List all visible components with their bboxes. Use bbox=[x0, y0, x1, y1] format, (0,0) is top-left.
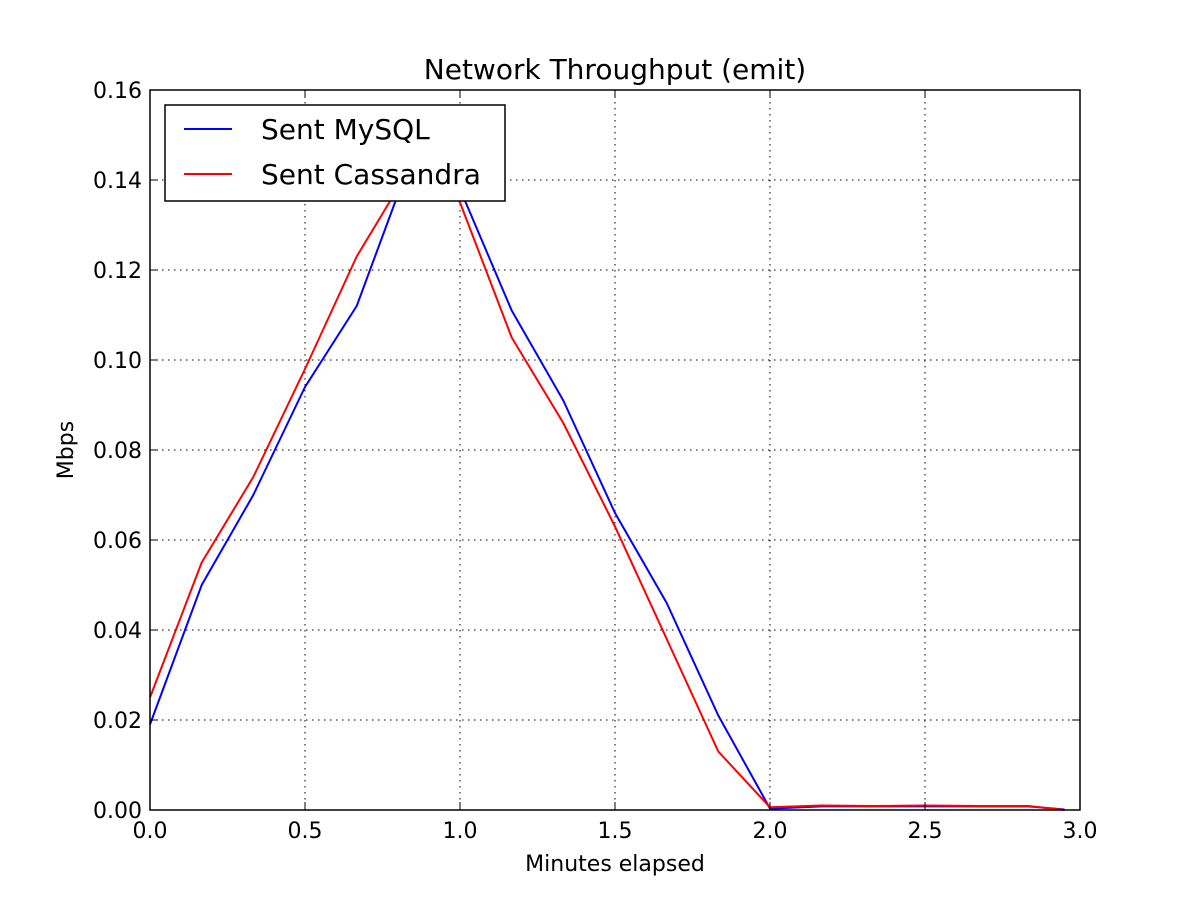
x-tick-label: 2.0 bbox=[753, 819, 788, 844]
y-tick-label: 0.08 bbox=[93, 439, 142, 464]
x-tick-labels: 0.0 0.5 1.0 1.5 2.0 2.5 3.0 bbox=[133, 819, 1098, 844]
legend-label-sent-mysql: Sent MySQL bbox=[261, 113, 430, 146]
x-tick-label: 3.0 bbox=[1063, 819, 1098, 844]
legend-label-sent-cassandra: Sent Cassandra bbox=[261, 158, 481, 191]
y-tick-label: 0.02 bbox=[93, 709, 142, 734]
x-tick-label: 2.5 bbox=[908, 819, 943, 844]
y-tick-label: 0.04 bbox=[93, 619, 142, 644]
y-axis-label: Mbps bbox=[54, 421, 79, 479]
y-tick-label: 0.16 bbox=[93, 79, 142, 104]
chart-title: Network Throughput (emit) bbox=[424, 53, 806, 86]
series-layer bbox=[149, 147, 1065, 811]
x-tick-label: 1.0 bbox=[443, 819, 478, 844]
x-tick-label: 0.0 bbox=[133, 819, 168, 844]
y-tick-label: 0.06 bbox=[93, 529, 142, 554]
x-tick-label: 1.5 bbox=[598, 819, 633, 844]
x-tick-label: 0.5 bbox=[288, 819, 323, 844]
y-tick-label: 0.14 bbox=[93, 169, 142, 194]
ticks bbox=[149, 89, 1081, 811]
y-tick-labels: 0.00 0.02 0.04 0.06 0.08 0.10 0.12 0.14 0.16 bbox=[93, 79, 142, 824]
y-tick-label: 0.10 bbox=[93, 349, 142, 374]
grid bbox=[150, 90, 1080, 810]
legend: Sent MySQL Sent Cassandra bbox=[164, 104, 506, 202]
legend-frame bbox=[164, 104, 506, 202]
x-axis-label: Minutes elapsed bbox=[525, 852, 705, 877]
y-tick-label: 0.00 bbox=[93, 799, 142, 824]
y-tick-label: 0.12 bbox=[93, 259, 142, 284]
series-line-sent-cassandra bbox=[149, 152, 1065, 811]
